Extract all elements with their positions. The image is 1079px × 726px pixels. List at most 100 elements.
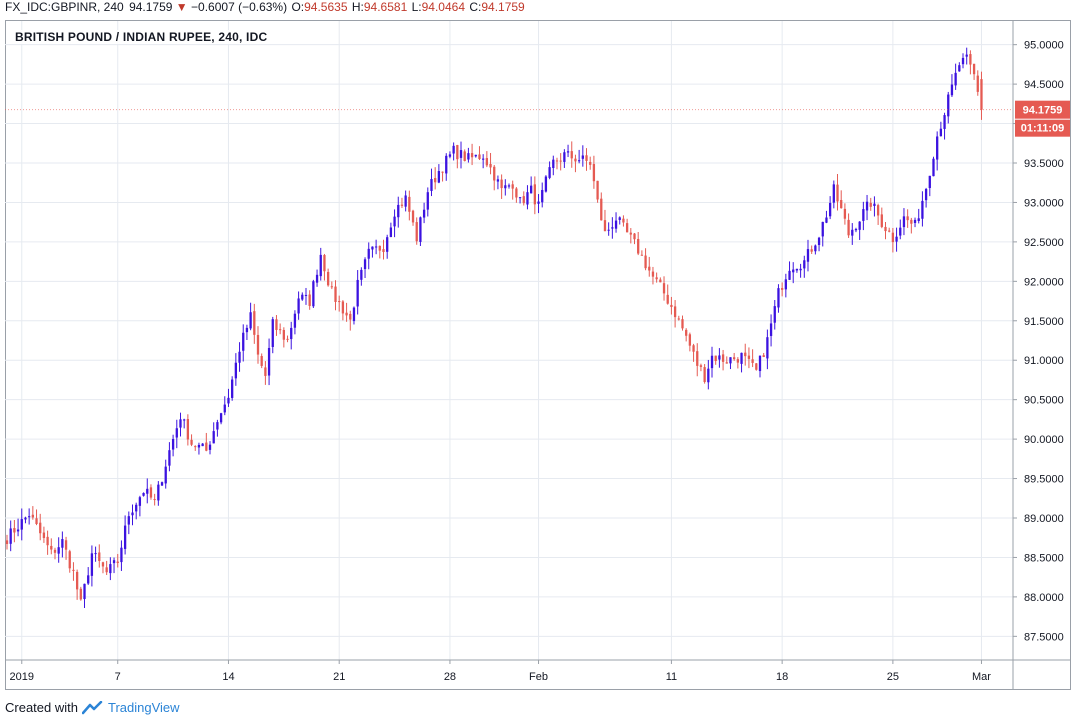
candle-body [131,512,134,516]
y-tick-label: 93.0000 [1024,197,1064,209]
candle-body [179,419,182,428]
candle-body [895,236,898,242]
candle-body [851,229,854,236]
candle-body [341,301,345,314]
candle-body [419,217,422,242]
candle-body [843,208,847,219]
candle-body [72,569,75,571]
symbol-label: FX_IDC:GBPINR, 240 [5,0,124,14]
candle-body [75,571,79,590]
candle-body [53,549,57,553]
countdown-badge-label: 01:11:09 [1021,123,1064,135]
candle-body [555,160,559,162]
candle-body [980,79,983,110]
candle-body [865,201,869,211]
candle-body [301,294,304,300]
candle-body [858,221,861,230]
candle-body [577,160,581,162]
x-tick-label: 11 [666,671,677,683]
candle-body [629,232,632,235]
candle-body [456,145,459,160]
candle-body [880,214,883,227]
candle-body [245,327,249,333]
candle-body [902,216,906,228]
candle-body [906,216,909,221]
candle-body [939,128,943,137]
price-change: −0.6007 (−0.63%) [191,0,288,14]
candle-body [363,259,367,270]
candle-body [611,227,614,229]
last-price-badge [1015,100,1070,119]
candle-body [393,216,396,227]
time-axis[interactable]: 2019 7 14 21 28 Feb 11 18 25 Mar [5,659,1071,683]
candle-body [349,313,352,320]
candle-body [345,312,348,316]
candle-body [90,553,94,576]
candle-body [127,516,130,525]
candle-body [149,487,153,498]
candle-body [862,209,865,221]
candle-body [655,277,658,280]
candle-body [972,63,976,75]
candle-body [607,229,610,231]
candle-body [452,145,455,154]
candle-body [319,254,322,277]
candle-body [710,355,714,369]
candle-body [201,443,204,447]
candle-body [315,274,319,283]
created-with-label: Created with [5,700,78,715]
x-tick-label: 18 [776,671,788,683]
chart-frame [5,20,1071,690]
candle-body [899,227,902,236]
y-tick-label: 90.0000 [1024,434,1064,446]
candle-body [101,562,105,567]
candle-body [485,158,489,166]
candle-body [5,540,9,545]
candle-body [434,178,437,183]
y-tick-label: 93.5000 [1024,158,1064,170]
candle-body [57,547,60,554]
x-tick-label: 2019 [10,671,34,683]
candle-body [183,419,186,421]
candle-body [138,497,142,506]
candle-body [293,313,297,328]
candle-body [928,175,931,189]
candle-body [267,347,271,376]
candle-body [817,237,821,246]
y-tick-label: 89.5000 [1024,474,1064,486]
y-tick-label: 91.0000 [1024,355,1064,367]
candle-body [869,202,872,207]
candle-body [275,319,278,330]
candle-body [227,397,230,404]
candle-body [936,136,939,160]
low-label: L: [411,0,422,14]
candle-body [400,204,404,206]
tradingview-brand[interactable]: TradingView [107,700,180,715]
footer: Created with TradingView [5,700,180,715]
candle-body [282,329,285,340]
candle-body [744,352,747,357]
candle-body [625,223,629,233]
candle-body [411,210,415,223]
candle-body [153,499,156,501]
candle-body [518,197,522,199]
candle-body [566,151,570,153]
candle-body [286,338,289,340]
candle-body [961,57,965,65]
candle-body [574,158,577,162]
candle-body [105,567,108,573]
candle-body [780,288,784,290]
candle-body [533,184,536,205]
open-label: O: [291,0,305,14]
y-tick-label: 94.5000 [1024,79,1064,91]
candle-body [917,218,920,222]
candle-body [205,442,208,451]
candle-body [20,519,23,530]
candle-body [640,254,644,256]
candle-body [338,301,341,303]
candle-body [426,192,429,210]
candle-body [548,167,551,178]
candle-body [947,94,950,117]
candle-body [16,529,20,532]
